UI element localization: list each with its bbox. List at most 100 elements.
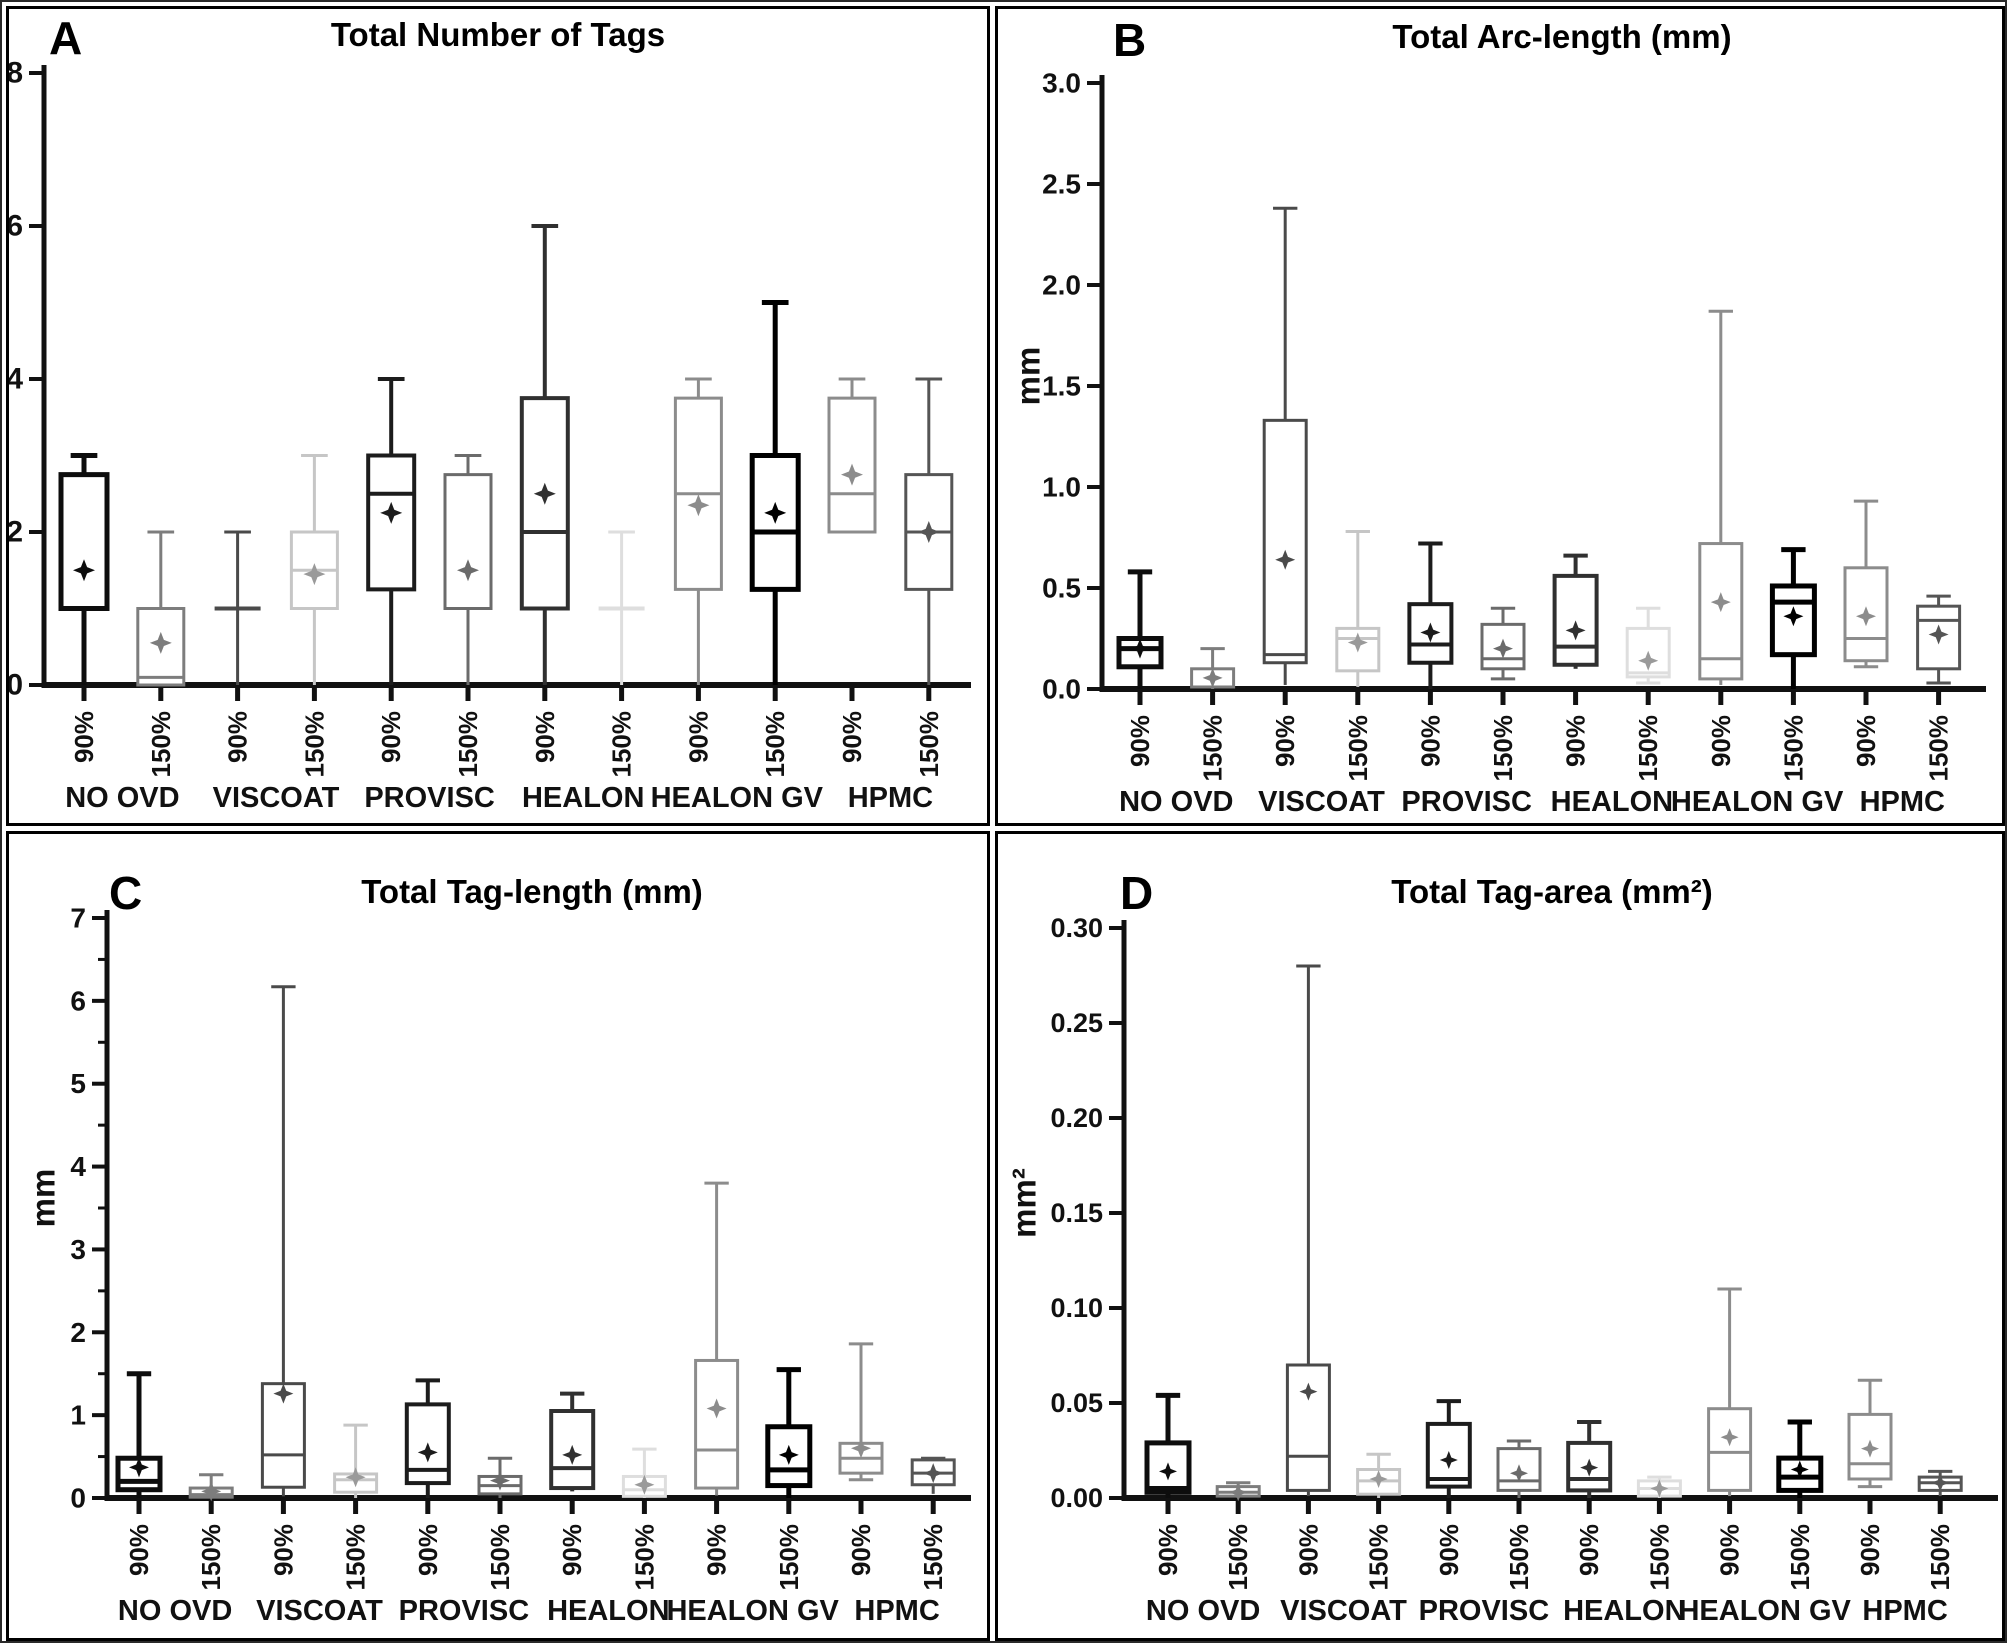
svg-text:150%: 150% (629, 1524, 659, 1591)
svg-text:HPMC: HPMC (848, 782, 933, 814)
mean-marker (764, 501, 787, 524)
mean-marker (1650, 1479, 1669, 1498)
svg-text:HEALON GV: HEALON GV (666, 1595, 839, 1627)
svg-text:90%: 90% (1153, 1524, 1183, 1576)
mean-marker (345, 1467, 366, 1488)
mean-marker (1130, 638, 1150, 659)
svg-text:150%: 150% (1924, 715, 1954, 782)
box-viscoat-150% (289, 454, 339, 685)
y-tick-labels: 0 2 4 6 8 (9, 57, 44, 702)
box-no-ovd-150% (1215, 1481, 1261, 1502)
svg-text:150%: 150% (1343, 715, 1373, 782)
box-provisc-90% (404, 1378, 451, 1498)
panel-d-total-tag-area: 0.00 0.05 0.10 0.15 0.20 0.25 0.30 90% 150% 90% 15… (995, 831, 2005, 1641)
box-healon-90% (549, 1391, 596, 1492)
svg-text:NO OVD: NO OVD (118, 1595, 232, 1627)
box-healon-gv-150% (1776, 1419, 1824, 1498)
mean-marker (634, 1474, 655, 1495)
box-provisc-150% (443, 454, 493, 685)
svg-text:90%: 90% (1574, 1524, 1604, 1576)
mean-marker (149, 631, 172, 654)
box-hpmc-90% (1843, 499, 1889, 669)
panel-letter-b: B (1113, 14, 1147, 66)
mean-marker (303, 563, 326, 586)
box-hpmc-90% (1847, 1378, 1893, 1489)
box-provisc-90% (1425, 1399, 1472, 1498)
svg-text:HEALON: HEALON (547, 1595, 669, 1627)
svg-text:6: 6 (9, 210, 23, 243)
mean-marker (380, 501, 403, 524)
svg-text:2: 2 (9, 516, 23, 549)
box-healon-150% (1625, 606, 1671, 685)
svg-text:90%: 90% (413, 1524, 443, 1576)
x-tick-labels: 90% 150% 90% 150% 90% 150% 90% 150% 90% 150% 90% 15… (1125, 689, 1954, 782)
svg-text:NO OVD: NO OVD (1119, 786, 1233, 818)
box-healon-gv-90% (1698, 309, 1744, 685)
mean-marker (841, 463, 863, 486)
mean-marker (1710, 592, 1731, 613)
svg-text:90%: 90% (124, 1524, 154, 1576)
mean-marker (1275, 549, 1296, 570)
mean-marker (1931, 1473, 1950, 1492)
svg-text:90%: 90% (557, 1524, 587, 1576)
svg-text:0.25: 0.25 (1050, 1008, 1103, 1038)
svg-text:VISCOAT: VISCOAT (1280, 1595, 1407, 1627)
box-provisc-150% (1496, 1439, 1542, 1498)
panel-title-c: Total Tag-length (mm) (361, 873, 703, 910)
svg-text:VISCOAT: VISCOAT (256, 1595, 383, 1627)
panel-letter-a: A (49, 12, 83, 64)
mean-marker (917, 521, 940, 543)
mean-marker (778, 1444, 799, 1465)
svg-text:90%: 90% (223, 711, 253, 763)
svg-text:90%: 90% (1270, 715, 1300, 767)
svg-text:3: 3 (70, 1234, 86, 1265)
svg-text:150%: 150% (1364, 1524, 1394, 1591)
box-provisc-90% (366, 377, 417, 685)
svg-text:HEALON: HEALON (522, 782, 644, 814)
mean-marker (273, 1383, 294, 1404)
box-healon-gv-90% (673, 377, 723, 685)
svg-text:90%: 90% (1434, 1524, 1464, 1576)
svg-text:150%: 150% (1644, 1524, 1674, 1591)
mean-marker (1928, 624, 1949, 645)
svg-text:150%: 150% (1504, 1524, 1534, 1591)
box-healon-gv-150% (1769, 547, 1817, 689)
svg-text:150%: 150% (299, 711, 329, 778)
svg-text:HEALON: HEALON (1563, 1595, 1685, 1627)
svg-text:90%: 90% (846, 1524, 876, 1576)
svg-text:3.0: 3.0 (1042, 68, 1081, 99)
svg-text:0: 0 (9, 669, 23, 702)
svg-text:PROVISC: PROVISC (1401, 786, 1532, 818)
svg-text:1: 1 (70, 1400, 86, 1431)
y-tick-labels: 0.0 0.5 1.0 1.5 2.0 2.5 3.0 (1042, 68, 1102, 705)
svg-text:90%: 90% (837, 711, 867, 763)
svg-text:150%: 150% (1778, 715, 1808, 782)
box-no-ovd-150% (136, 530, 186, 687)
svg-text:0.30: 0.30 (1050, 913, 1103, 943)
svg-text:90%: 90% (530, 711, 560, 763)
svg-text:PROVISC: PROVISC (1419, 1595, 1550, 1627)
y-axis-label: mm² (1006, 1168, 1043, 1238)
svg-text:2: 2 (70, 1317, 86, 1348)
box-healon-150% (598, 530, 645, 685)
box-hpmc-90% (827, 377, 877, 534)
svg-text:150%: 150% (1223, 1524, 1253, 1591)
svg-text:0.15: 0.15 (1050, 1198, 1103, 1228)
svg-text:90%: 90% (1715, 1524, 1745, 1576)
box-no-ovd-150% (188, 1473, 234, 1502)
svg-text:90%: 90% (702, 1524, 732, 1576)
boxplot-chart-a: 0 2 4 6 8 90% 150% 90% 150% 90% 150% 90% 150% 90% 150%… (9, 57, 971, 814)
mean-marker (923, 1463, 944, 1484)
svg-text:5: 5 (70, 1068, 86, 1099)
box-viscoat-150% (1356, 1452, 1402, 1498)
mean-marker (490, 1470, 510, 1491)
panel-title-a: Total Number of Tags (330, 16, 666, 53)
svg-text:150%: 150% (1198, 715, 1228, 782)
svg-text:VISCOAT: VISCOAT (1258, 786, 1385, 818)
x-tick-labels: 90% 150% 90% 150% 90% 150% 90% 150% 90% 150% 90% 15… (69, 685, 944, 778)
svg-text:90%: 90% (1706, 715, 1736, 767)
mean-marker (129, 1457, 149, 1478)
